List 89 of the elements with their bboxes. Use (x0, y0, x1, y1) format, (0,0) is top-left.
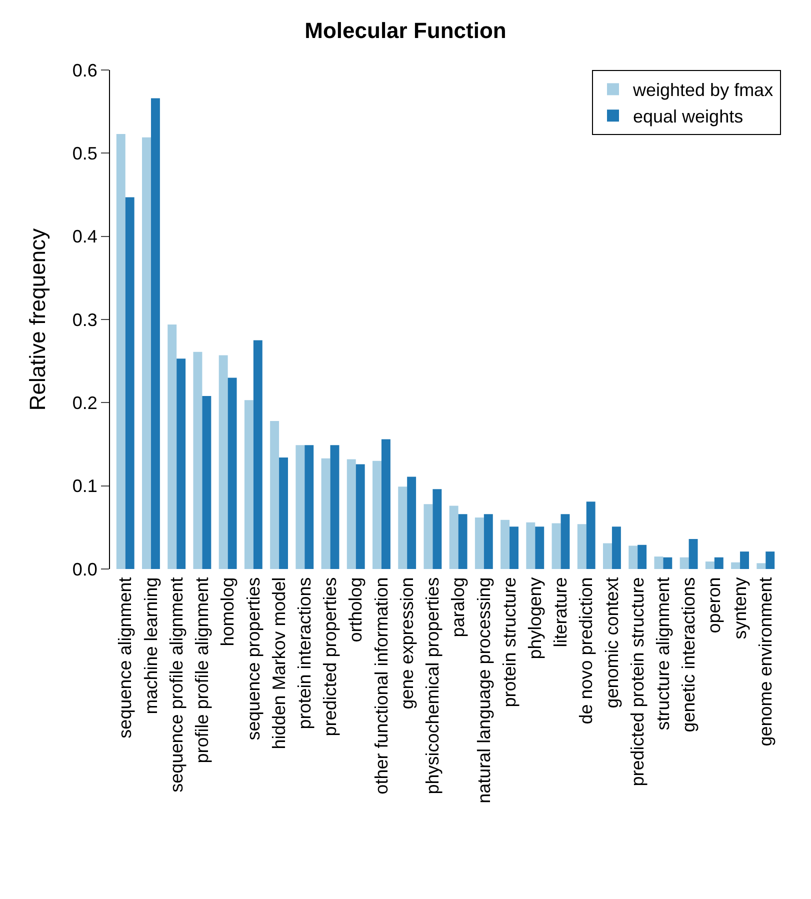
bar (304, 445, 314, 569)
bar (424, 504, 433, 569)
x-tick-label: predicted properties (320, 577, 340, 736)
x-tick-label: genome environment (755, 577, 776, 746)
bar (372, 460, 382, 569)
bar (407, 476, 416, 569)
bar (296, 445, 305, 569)
bar (680, 557, 689, 569)
y-tick-label: 0.5 (72, 143, 98, 164)
x-tick-label: literature (550, 577, 571, 648)
x-tick-label: genomic context (602, 577, 622, 708)
bar (202, 396, 212, 569)
bar (142, 137, 151, 569)
bar (526, 522, 536, 569)
legend-label: weighted by fmax (632, 80, 774, 100)
x-tick-label: synteny (730, 577, 750, 640)
bar (500, 520, 510, 569)
bar (628, 546, 638, 569)
x-tick-label: de novo prediction (576, 577, 596, 724)
bar (398, 486, 408, 569)
bar (663, 557, 672, 569)
bar (449, 506, 458, 569)
x-tick-label: predicted protein structure (627, 577, 648, 786)
x-tick-label: protein structure (499, 577, 520, 708)
x-tick-label: profile profile alignment (192, 577, 212, 764)
bar (510, 526, 518, 569)
x-tick-label: hidden Markov model (268, 577, 289, 750)
x-tick-label: genetic interactions (678, 577, 699, 732)
bar (346, 459, 356, 569)
x-tick-label: sequence profile alignment (166, 577, 186, 792)
bar (731, 562, 740, 569)
bar (193, 352, 202, 569)
bar (356, 464, 365, 569)
bar (552, 523, 561, 569)
y-axis-title: Relative frequency (25, 228, 50, 411)
bar (458, 514, 468, 569)
bar (756, 563, 766, 569)
x-tick-label: paralog (448, 577, 468, 638)
chart-title: Molecular Function (304, 18, 506, 43)
bar (603, 543, 612, 569)
bar (766, 552, 775, 569)
bar (228, 378, 237, 569)
bar (484, 514, 493, 569)
bar (714, 557, 724, 569)
bar (654, 556, 664, 569)
bar (586, 502, 596, 569)
y-tick-label: 0.2 (72, 392, 98, 413)
bar (705, 562, 714, 569)
bar (688, 539, 698, 569)
y-tick-label: 0.0 (72, 559, 98, 580)
x-tick-label: other functional information (371, 577, 392, 794)
bar (432, 489, 442, 569)
y-tick-label: 0.4 (72, 226, 98, 247)
x-tick-label: operon (704, 577, 724, 634)
x-tick-label: machine learning (140, 577, 161, 714)
x-tick-label: natural language processing (474, 577, 494, 804)
bar (168, 324, 177, 569)
bar (218, 355, 228, 569)
y-tick-label: 0.1 (72, 476, 98, 496)
x-tick-label: homolog (218, 577, 238, 646)
bar (560, 514, 570, 569)
x-tick-label: physicochemical properties (422, 577, 443, 794)
x-tick-label: gene expression (396, 577, 417, 710)
bar (244, 400, 254, 569)
bar (474, 517, 484, 569)
bar (270, 420, 280, 569)
bar (638, 544, 647, 569)
bar (150, 98, 160, 569)
x-tick-label: sequence alignment (115, 577, 136, 738)
bar (125, 197, 134, 569)
bar (535, 526, 544, 569)
y-tick-label: 0.3 (72, 310, 98, 330)
x-tick-label: sequence properties (243, 577, 264, 740)
bar (612, 526, 621, 569)
x-tick-label: structure alignment (653, 577, 674, 730)
bar (330, 445, 340, 569)
bar (116, 134, 126, 569)
y-tick-label: 0.6 (72, 60, 98, 80)
bar (321, 458, 330, 569)
bar (279, 458, 288, 569)
bar (381, 439, 390, 569)
bar (577, 524, 586, 569)
x-tick-label: ortholog (346, 577, 366, 642)
x-tick-label: phylogeny (524, 577, 545, 660)
legend-label: equal weights (633, 106, 744, 127)
bar (253, 340, 262, 569)
x-tick-label: protein interactions (294, 577, 314, 730)
bar (740, 552, 749, 569)
bar (176, 358, 186, 569)
